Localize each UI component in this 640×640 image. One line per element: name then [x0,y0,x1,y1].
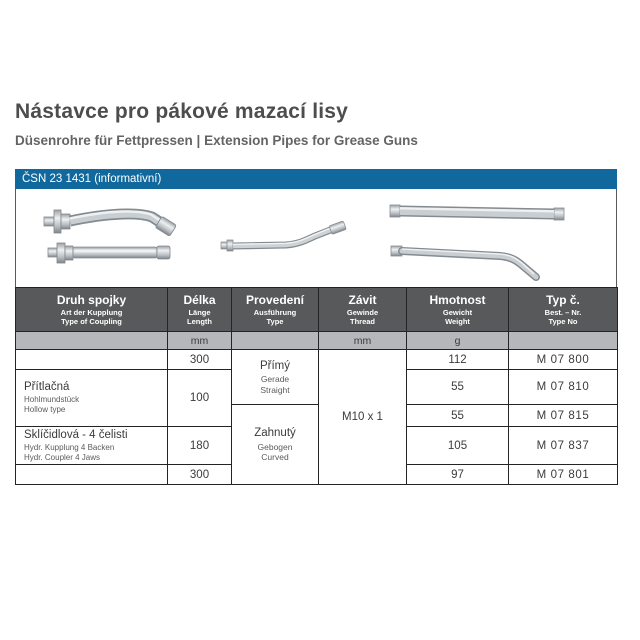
thread-cell: M10 x 1 [318,349,407,485]
pipe-bent-long-icon [390,245,540,281]
weight-cell: 55 [406,369,509,405]
weight-cell: 55 [406,404,509,427]
type-no-cell: M 07 800 [508,349,618,370]
coupling-cell-empty-top [15,349,168,370]
unit-cell-type-no [508,331,618,350]
type-no-cell: M 07 815 [508,404,618,427]
pipe-bent-thin-icon [220,220,347,252]
standard-bar: ČSN 23 1431 (informativní) [15,169,617,189]
coupling-cell-hollow: Přítlačná Hohlmundstück Hollow type [15,369,168,427]
weight-cell: 97 [406,464,509,485]
weight-cell: 105 [406,426,509,465]
table-header-row: Druh spojky Art der Kupplung Type of Cou… [15,287,618,332]
table-row: 300 97 M 07 801 [15,464,618,485]
col-header-weight: Hmotnost Gewicht Weight [406,287,509,332]
pipes-illustration [43,204,565,281]
unit-cell-version [231,331,319,350]
type-no-cell: M 07 810 [508,369,618,405]
product-images-panel [15,189,617,287]
pipe-straight-with-hollow-coupling-icon [47,242,171,264]
table-row: 300 Přímý Gerade Straight M10 x 1 112 M … [15,349,618,485]
pipe-bent-with-hollow-coupling-icon [43,208,177,236]
product-table: Druh spojky Art der Kupplung Type of Cou… [15,287,618,485]
length-cell: 300 [167,464,232,485]
unit-cell-coupling [15,331,168,350]
unit-cell-length: mm [167,331,232,350]
table-row: Sklíčidlová - 4 čelisti Hydr. Kupplung 4… [15,426,618,465]
page-subtitle: Düsenrohre für Fettpressen | Extension P… [15,133,418,148]
catalog-page: Nástavce pro pákové mazací lisy Düsenroh… [15,0,618,485]
unit-cell-thread: mm [318,331,407,350]
weight-cell: 112 [406,349,509,370]
col-header-coupling: Druh spojky Art der Kupplung Type of Cou… [15,287,168,332]
page-title: Nástavce pro pákové mazací lisy [15,100,349,123]
col-header-type-no: Typ č. Best. – Nr. Type No [508,287,618,332]
length-cell: 100 [167,369,232,427]
type-no-cell: M 07 801 [508,464,618,485]
length-cell: 300 [167,349,232,370]
units-row: mm mm g [15,331,618,350]
coupling-cell-empty-bottom [15,464,168,485]
col-header-length: Délka Länge Length [167,287,232,332]
type-no-cell: M 07 837 [508,426,618,465]
table-row: Přítlačná Hohlmundstück Hollow type 100 … [15,369,618,427]
unit-cell-weight: g [406,331,509,350]
col-header-version: Provedení Ausführung Type [231,287,319,332]
col-header-thread: Závit Gewinde Thread [318,287,407,332]
length-cell: 180 [167,426,232,465]
version-cell-straight: Přímý Gerade Straight [231,349,319,405]
coupling-cell-4-jaws: Sklíčidlová - 4 čelisti Hydr. Kupplung 4… [15,426,168,465]
version-cell-curved: Zahnutý Gebogen Curved [231,404,319,485]
pipe-straight-long-icon [389,204,565,221]
